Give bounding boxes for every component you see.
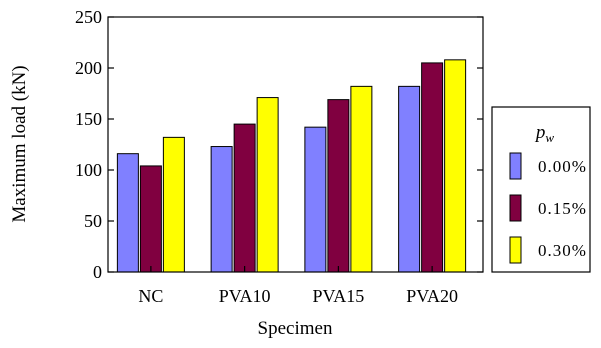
y-tick-label: 150 — [75, 109, 102, 129]
bar-pva15-series-1 — [304, 126, 327, 273]
x-tick-label: NC — [138, 286, 163, 306]
y-tick-label: 250 — [75, 7, 102, 27]
bar-pva20-series-1 — [398, 85, 421, 273]
x-axis-title: Specimen — [258, 318, 333, 339]
y-tick-label: 50 — [84, 211, 102, 231]
bar-nc-series-1 — [116, 153, 139, 273]
x-tick-label: PVA10 — [219, 286, 271, 306]
bar-pva15-series-2 — [327, 99, 350, 273]
legend-items: 0.00% 0.15% 0.30% — [509, 152, 587, 264]
plot-frame — [107, 16, 484, 273]
legend-title-subscript: w — [545, 130, 554, 145]
bar-pva15-series-3 — [350, 85, 373, 273]
legend-title: pw — [534, 122, 555, 145]
legend-swatch-3 — [509, 236, 522, 264]
legend-label-3: 0.30% — [538, 241, 587, 260]
bar-pva20-series-2 — [421, 62, 444, 273]
legend-label-1: 0.00% — [538, 157, 587, 176]
y-axis: 0 50 100 150 200 250 — [75, 7, 483, 282]
legend-swatch-2 — [509, 194, 522, 222]
bar-pva20-series-3 — [444, 59, 467, 273]
y-tick-label: 100 — [75, 160, 102, 180]
y-tick-label: 0 — [93, 262, 102, 282]
bar-pva10-series-2 — [233, 123, 256, 273]
bar-nc-series-2 — [139, 165, 162, 273]
bars-group — [116, 59, 467, 273]
x-tick-label: PVA15 — [313, 286, 365, 306]
legend-title-main: p — [534, 122, 546, 143]
y-tick-label: 200 — [75, 58, 102, 78]
bar-nc-series-3 — [162, 136, 185, 273]
legend-swatch-1 — [509, 152, 522, 180]
legend: pw 0.00% 0.15% 0.30% — [491, 106, 591, 273]
legend-frame — [491, 106, 591, 273]
x-tick-label: PVA20 — [406, 286, 458, 306]
y-axis-title: Maximum load (kN) — [9, 65, 30, 222]
bar-pva10-series-3 — [256, 97, 279, 273]
bar-pva10-series-1 — [210, 146, 233, 273]
legend-label-2: 0.15% — [538, 199, 587, 218]
x-axis: NC PVA10 PVA15 PVA20 — [138, 266, 458, 306]
